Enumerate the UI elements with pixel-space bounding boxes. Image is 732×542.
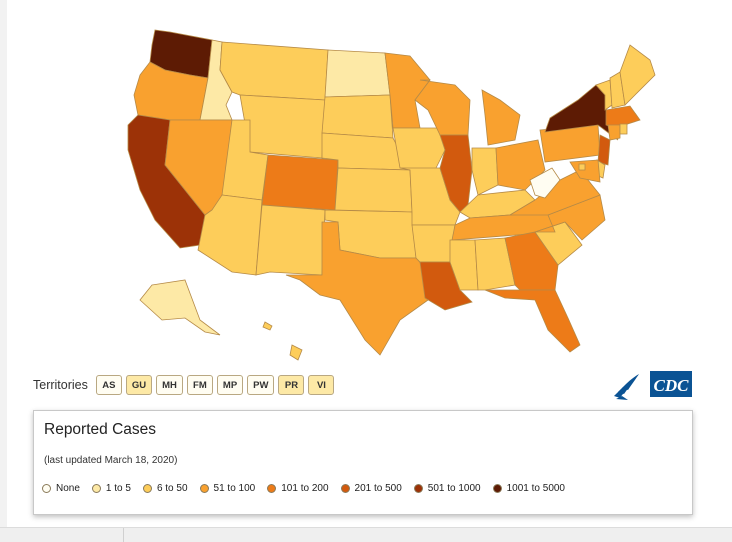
cdc-logo-text: CDC — [654, 376, 690, 395]
state-hi[interactable] — [262, 321, 303, 361]
territory-button-mp[interactable]: MP — [216, 375, 244, 395]
us-map — [127, 29, 656, 361]
state-tx[interactable] — [285, 221, 429, 356]
legend-label: 201 to 500 — [354, 483, 402, 494]
legend-swatch — [42, 484, 51, 493]
state-nd[interactable] — [324, 49, 391, 98]
cdc-logo: CDC — [614, 371, 692, 400]
legend-label: 501 to 1000 — [427, 483, 481, 494]
legend: Reported Cases (last updated March 18, 2… — [33, 410, 693, 515]
state-al[interactable] — [474, 237, 516, 291]
territory-button-fm[interactable]: FM — [186, 375, 213, 395]
state-ar[interactable] — [411, 224, 456, 263]
territory-button-pr[interactable]: PR — [278, 375, 305, 395]
legend-swatch — [267, 484, 277, 493]
territory-button-gu[interactable]: GU — [125, 375, 153, 395]
state-dc[interactable] — [578, 163, 586, 171]
state-nc[interactable] — [534, 194, 606, 241]
legend-label: None — [56, 483, 80, 494]
territories-label: Territories — [33, 378, 88, 392]
state-mi[interactable] — [481, 89, 521, 146]
status-bar-segment — [0, 528, 124, 542]
state-ma[interactable] — [605, 105, 641, 129]
status-bar — [0, 527, 732, 542]
territory-button-mh[interactable]: MH — [156, 375, 183, 395]
legend-item: 6 to 50 — [142, 483, 188, 494]
state-wy[interactable] — [239, 94, 326, 159]
legend-item: 201 to 500 — [340, 483, 402, 494]
legend-item: 101 to 200 — [267, 483, 329, 494]
state-fl[interactable] — [484, 289, 581, 353]
state-sd[interactable] — [321, 94, 394, 139]
hhs-eagle-icon — [614, 374, 639, 400]
legend-label: 6 to 50 — [156, 483, 188, 494]
territories-bar: Territories AS GU MH FM MP PW PR VI — [33, 374, 338, 396]
legend-swatch — [492, 484, 502, 493]
state-ks[interactable] — [334, 167, 413, 213]
legend-item: 1001 to 5000 — [492, 483, 565, 494]
legend-item: 501 to 1000 — [413, 483, 481, 494]
state-me[interactable] — [619, 44, 656, 106]
territory-button-vi[interactable]: VI — [308, 375, 335, 395]
territory-button-as[interactable]: AS — [95, 375, 122, 395]
legend-label: 101 to 200 — [281, 483, 329, 494]
state-ms[interactable] — [449, 239, 479, 291]
state-mn[interactable] — [384, 52, 431, 129]
legend-label: 1001 to 5000 — [506, 483, 565, 494]
state-md[interactable] — [569, 159, 601, 183]
legend-swatch — [413, 484, 423, 493]
state-in[interactable] — [471, 147, 499, 196]
legend-swatch — [199, 484, 209, 493]
legend-title: Reported Cases — [44, 421, 157, 438]
state-vt[interactable] — [595, 79, 613, 111]
left-edge — [0, 0, 7, 541]
state-mt[interactable] — [219, 41, 329, 101]
state-ia[interactable] — [392, 127, 446, 171]
legend-item: 1 to 5 — [91, 483, 131, 494]
state-ak[interactable] — [139, 279, 221, 336]
legend-items: None 1 to 5 6 to 50 51 to 100 101 to 200 201 … — [42, 483, 577, 494]
legend-swatch — [142, 484, 152, 493]
state-ct[interactable] — [607, 124, 621, 141]
legend-swatch — [340, 484, 350, 493]
legend-subtitle: (last updated March 18, 2020) — [44, 455, 178, 466]
territory-button-pw[interactable]: PW — [247, 375, 275, 395]
legend-label: 51 to 100 — [213, 483, 256, 494]
state-nm[interactable] — [255, 204, 326, 276]
cdc-badge — [650, 371, 692, 397]
legend-item: None — [42, 483, 80, 494]
state-co[interactable] — [261, 154, 339, 211]
state-wv[interactable] — [529, 167, 561, 199]
legend-label: 1 to 5 — [105, 483, 131, 494]
legend-swatch — [91, 484, 101, 493]
legend-item: 51 to 100 — [199, 483, 256, 494]
state-nj[interactable] — [597, 134, 611, 166]
state-ri[interactable] — [619, 123, 628, 135]
